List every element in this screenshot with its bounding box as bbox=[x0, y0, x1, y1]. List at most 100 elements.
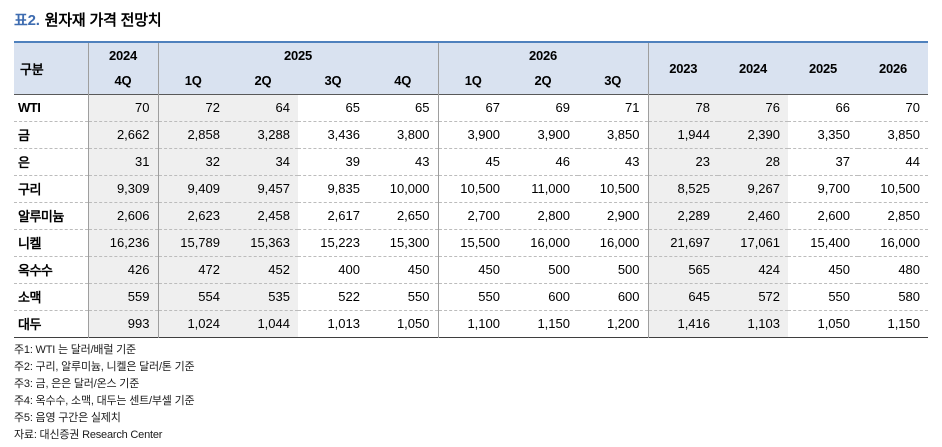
header-2024-4q: 4Q bbox=[88, 68, 159, 94]
value-cell: 64 bbox=[228, 94, 298, 122]
value-cell: 2,900 bbox=[578, 202, 649, 230]
value-cell: 69 bbox=[508, 94, 578, 122]
value-cell: 1,050 bbox=[368, 310, 439, 337]
value-cell: 3,900 bbox=[508, 121, 578, 149]
value-cell: 426 bbox=[88, 256, 159, 284]
value-cell: 10,500 bbox=[858, 175, 929, 203]
value-cell: 9,267 bbox=[718, 175, 789, 203]
value-cell: 1,150 bbox=[887, 316, 921, 331]
header-group-2026: 2026 bbox=[438, 42, 649, 68]
table-row: 대두 993 1,024 1,044 1,013 1,050 1,100 1,150 1,200… bbox=[14, 310, 928, 337]
header-group-2025: 2025 bbox=[158, 42, 439, 68]
header-row-years: 구분 2024 2025 2026 2023 2024 2025 2026 bbox=[14, 42, 929, 94]
value-cell: 17,061 bbox=[718, 229, 789, 257]
value-cell: 72 bbox=[158, 94, 228, 122]
value-cell: 1,100 bbox=[467, 316, 500, 331]
value-cell: 1,050 bbox=[817, 316, 851, 331]
value-cell: 2,800 bbox=[508, 202, 578, 230]
value-cell: 78 bbox=[648, 94, 719, 122]
value-cell: 535 bbox=[228, 283, 298, 311]
row-label: 니켈 bbox=[14, 229, 89, 257]
value-cell: 2,390 bbox=[718, 121, 789, 149]
value-cell: 645 bbox=[648, 283, 719, 311]
row-label: 금 bbox=[14, 121, 89, 149]
value-cell: 472 bbox=[158, 256, 228, 284]
header-2026-2q: 2Q bbox=[508, 68, 578, 94]
value-cell: 9,457 bbox=[228, 175, 298, 203]
value-cell: 16,000 bbox=[508, 229, 578, 257]
value-cell: 993 bbox=[88, 310, 159, 337]
value-cell: 500 bbox=[578, 256, 649, 284]
commodity-forecast-table: 구분 2024 2025 2026 2023 2024 2025 2026 4Q… bbox=[14, 41, 929, 338]
value-cell: 15,363 bbox=[228, 229, 298, 257]
value-cell: 8,525 bbox=[648, 175, 719, 203]
header-2025-1q: 1Q bbox=[158, 68, 228, 94]
value-cell: 2,460 bbox=[718, 202, 789, 230]
value-cell: 400 bbox=[298, 256, 368, 284]
value-cell: 9,700 bbox=[788, 175, 859, 203]
row-label: 소맥 bbox=[14, 283, 89, 311]
value-cell: 28 bbox=[718, 148, 789, 176]
table-row: 금 2,662 2,858 3,288 3,436 3,800 3,900 3,900 3,85… bbox=[14, 121, 929, 149]
table-row: 니켈 16,236 15,789 15,363 15,223 15,300 15,500 16… bbox=[14, 229, 929, 257]
value-cell: 3,850 bbox=[858, 121, 929, 149]
table-row: 은 31 32 34 39 43 45 46 43 23 28 37 44 bbox=[14, 148, 929, 176]
footnote-5: 주5: 음영 구간은 실제치 bbox=[14, 411, 121, 424]
footnote-4: 주4: 옥수수, 소맥, 대두는 센트/부셀 기준 bbox=[14, 394, 195, 407]
value-cell: 2,289 bbox=[648, 202, 719, 230]
value-cell: 600 bbox=[578, 283, 649, 311]
value-cell: 2,606 bbox=[88, 202, 159, 230]
header-annual-2025: 2025 bbox=[788, 42, 859, 94]
header-row-quarters: 4Q 1Q 2Q 3Q 4Q 1Q 2Q 3Q bbox=[14, 68, 928, 94]
value-cell: 10,500 bbox=[438, 175, 508, 203]
row-label: 대두 bbox=[14, 310, 89, 337]
row-label: 구리 bbox=[14, 175, 89, 203]
value-cell: 450 bbox=[438, 256, 508, 284]
value-cell: 550 bbox=[368, 283, 439, 311]
value-cell: 522 bbox=[298, 283, 368, 311]
value-cell: 66 bbox=[788, 94, 859, 122]
value-cell: 2,850 bbox=[858, 202, 929, 230]
value-cell: 1,024 bbox=[158, 310, 228, 337]
value-cell: 34 bbox=[228, 148, 298, 176]
row-label: 은 bbox=[14, 148, 89, 176]
value-cell: 15,789 bbox=[158, 229, 228, 257]
value-cell: 45 bbox=[438, 148, 508, 176]
value-cell: 43 bbox=[368, 148, 439, 176]
table-row: 구리 9,309 9,409 9,457 9,835 10,000 10,500 11,000… bbox=[14, 175, 929, 203]
header-annual-2026: 2026 bbox=[858, 42, 929, 94]
value-cell: 550 bbox=[788, 283, 859, 311]
value-cell: 31 bbox=[88, 148, 159, 176]
value-cell: 67 bbox=[438, 94, 508, 122]
value-cell: 565 bbox=[648, 256, 719, 284]
header-category: 구분 bbox=[14, 42, 89, 94]
value-cell: 76 bbox=[718, 94, 789, 122]
value-cell: 480 bbox=[858, 256, 929, 284]
header-2026-1q: 1Q bbox=[438, 68, 508, 94]
footnote-2: 주2: 구리, 알루미늄, 니켈은 달러/톤 기준 bbox=[14, 360, 195, 373]
value-cell: 2,700 bbox=[438, 202, 508, 230]
value-cell: 15,300 bbox=[368, 229, 439, 257]
value-cell: 2,600 bbox=[788, 202, 859, 230]
table-row: 옥수수 426 472 452 400 450 450 500 500 565 424 450 480 bbox=[14, 256, 929, 284]
value-cell: 32 bbox=[158, 148, 228, 176]
value-cell: 70 bbox=[88, 94, 159, 122]
value-cell: 44 bbox=[858, 148, 929, 176]
value-cell: 600 bbox=[508, 283, 578, 311]
table-title: 표2. 원자재 가격 전망치 bbox=[14, 9, 928, 30]
table-number: 표2. bbox=[14, 12, 40, 29]
value-cell: 9,309 bbox=[88, 175, 159, 203]
value-cell: 3,850 bbox=[578, 121, 649, 149]
value-cell: 1,150 bbox=[537, 316, 570, 331]
value-cell: 65 bbox=[298, 94, 368, 122]
source-line: 자료: 대신증권 Research Center bbox=[14, 428, 163, 441]
value-cell: 450 bbox=[788, 256, 859, 284]
value-cell: 572 bbox=[718, 283, 789, 311]
value-cell: 550 bbox=[438, 283, 508, 311]
value-cell: 2,662 bbox=[88, 121, 159, 149]
value-cell: 16,000 bbox=[578, 229, 649, 257]
header-2026-3q: 3Q bbox=[578, 68, 649, 94]
value-cell: 16,000 bbox=[858, 229, 929, 257]
value-cell: 10,000 bbox=[368, 175, 439, 203]
